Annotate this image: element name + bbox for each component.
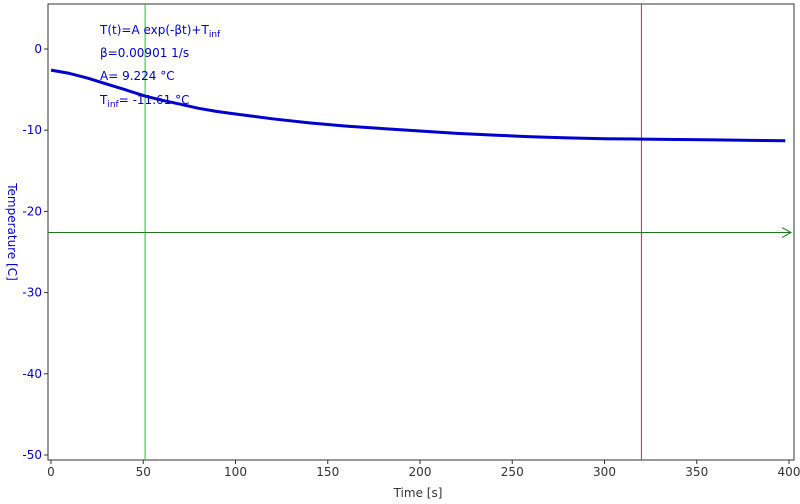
series-line-0: [50, 68, 786, 143]
y-tick-label: 0: [34, 42, 42, 56]
tinf-main: T: [99, 93, 108, 107]
x-tick-label: 300: [593, 465, 616, 479]
cursor-markers: [48, 4, 793, 460]
y-tick-label: -20: [22, 204, 42, 218]
x-tick-label: 0: [47, 465, 55, 479]
x-tick-label: 200: [409, 465, 432, 479]
beta-text: β=0.00901 1/s: [100, 46, 189, 60]
equation-main: T(t)=A exp(-βt)+T: [99, 23, 209, 37]
fit-annotation: T(t)=A exp(-βt)+Tinf β=0.00901 1/s A= 9.…: [99, 23, 221, 110]
y-tick-label: -30: [22, 286, 42, 300]
series-group: [50, 68, 786, 143]
tinf-text: Tinf= -11.61 °C: [99, 93, 189, 110]
x-tick-label: 350: [685, 465, 708, 479]
x-tick-label: 400: [778, 465, 800, 479]
equation-text: T(t)=A exp(-βt)+Tinf: [99, 23, 221, 40]
x-axis-label: Time [s]: [393, 486, 443, 500]
y-tick-label: -40: [22, 367, 42, 381]
x-tick-label: 150: [316, 465, 339, 479]
x-axis-ticks: 0 50 100 150 200 250 300 350 400: [47, 460, 800, 479]
equation-sub: inf: [209, 30, 221, 40]
tinf-sub: inf: [107, 100, 119, 110]
y-tick-label: -10: [22, 123, 42, 137]
y-tick-label: -50: [22, 448, 42, 462]
plot-area: [47, 3, 795, 461]
horizontal-cursor-arrow: [781, 227, 793, 238]
a-text: A= 9.224 °C: [100, 69, 175, 83]
tinf-value: = -11.61 °C: [119, 93, 190, 107]
y-axis-label: Temperature [C]: [5, 182, 19, 281]
x-tick-label: 100: [224, 465, 247, 479]
y-axis-ticks: 0 -10 -20 -30 -40 -50: [22, 42, 48, 462]
x-tick-label: 250: [501, 465, 524, 479]
x-tick-label: 50: [136, 465, 151, 479]
